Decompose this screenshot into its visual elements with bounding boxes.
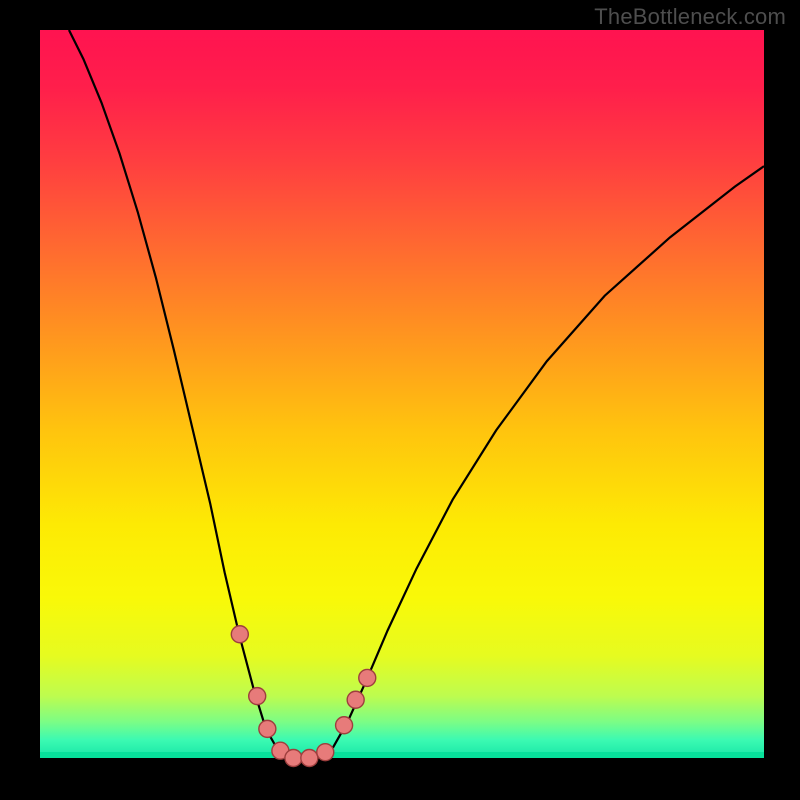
bottom-green-band (40, 752, 764, 758)
bottleneck-chart (0, 0, 800, 800)
curve-marker (285, 750, 302, 767)
curve-marker (317, 744, 334, 761)
plot-background (40, 30, 764, 758)
curve-marker (301, 750, 318, 767)
curve-marker (231, 626, 248, 643)
curve-marker (347, 691, 364, 708)
chart-container: TheBottleneck.com (0, 0, 800, 800)
curve-marker (359, 669, 376, 686)
curve-marker (336, 717, 353, 734)
watermark-text: TheBottleneck.com (594, 4, 786, 30)
curve-marker (249, 688, 266, 705)
curve-marker (259, 720, 276, 737)
